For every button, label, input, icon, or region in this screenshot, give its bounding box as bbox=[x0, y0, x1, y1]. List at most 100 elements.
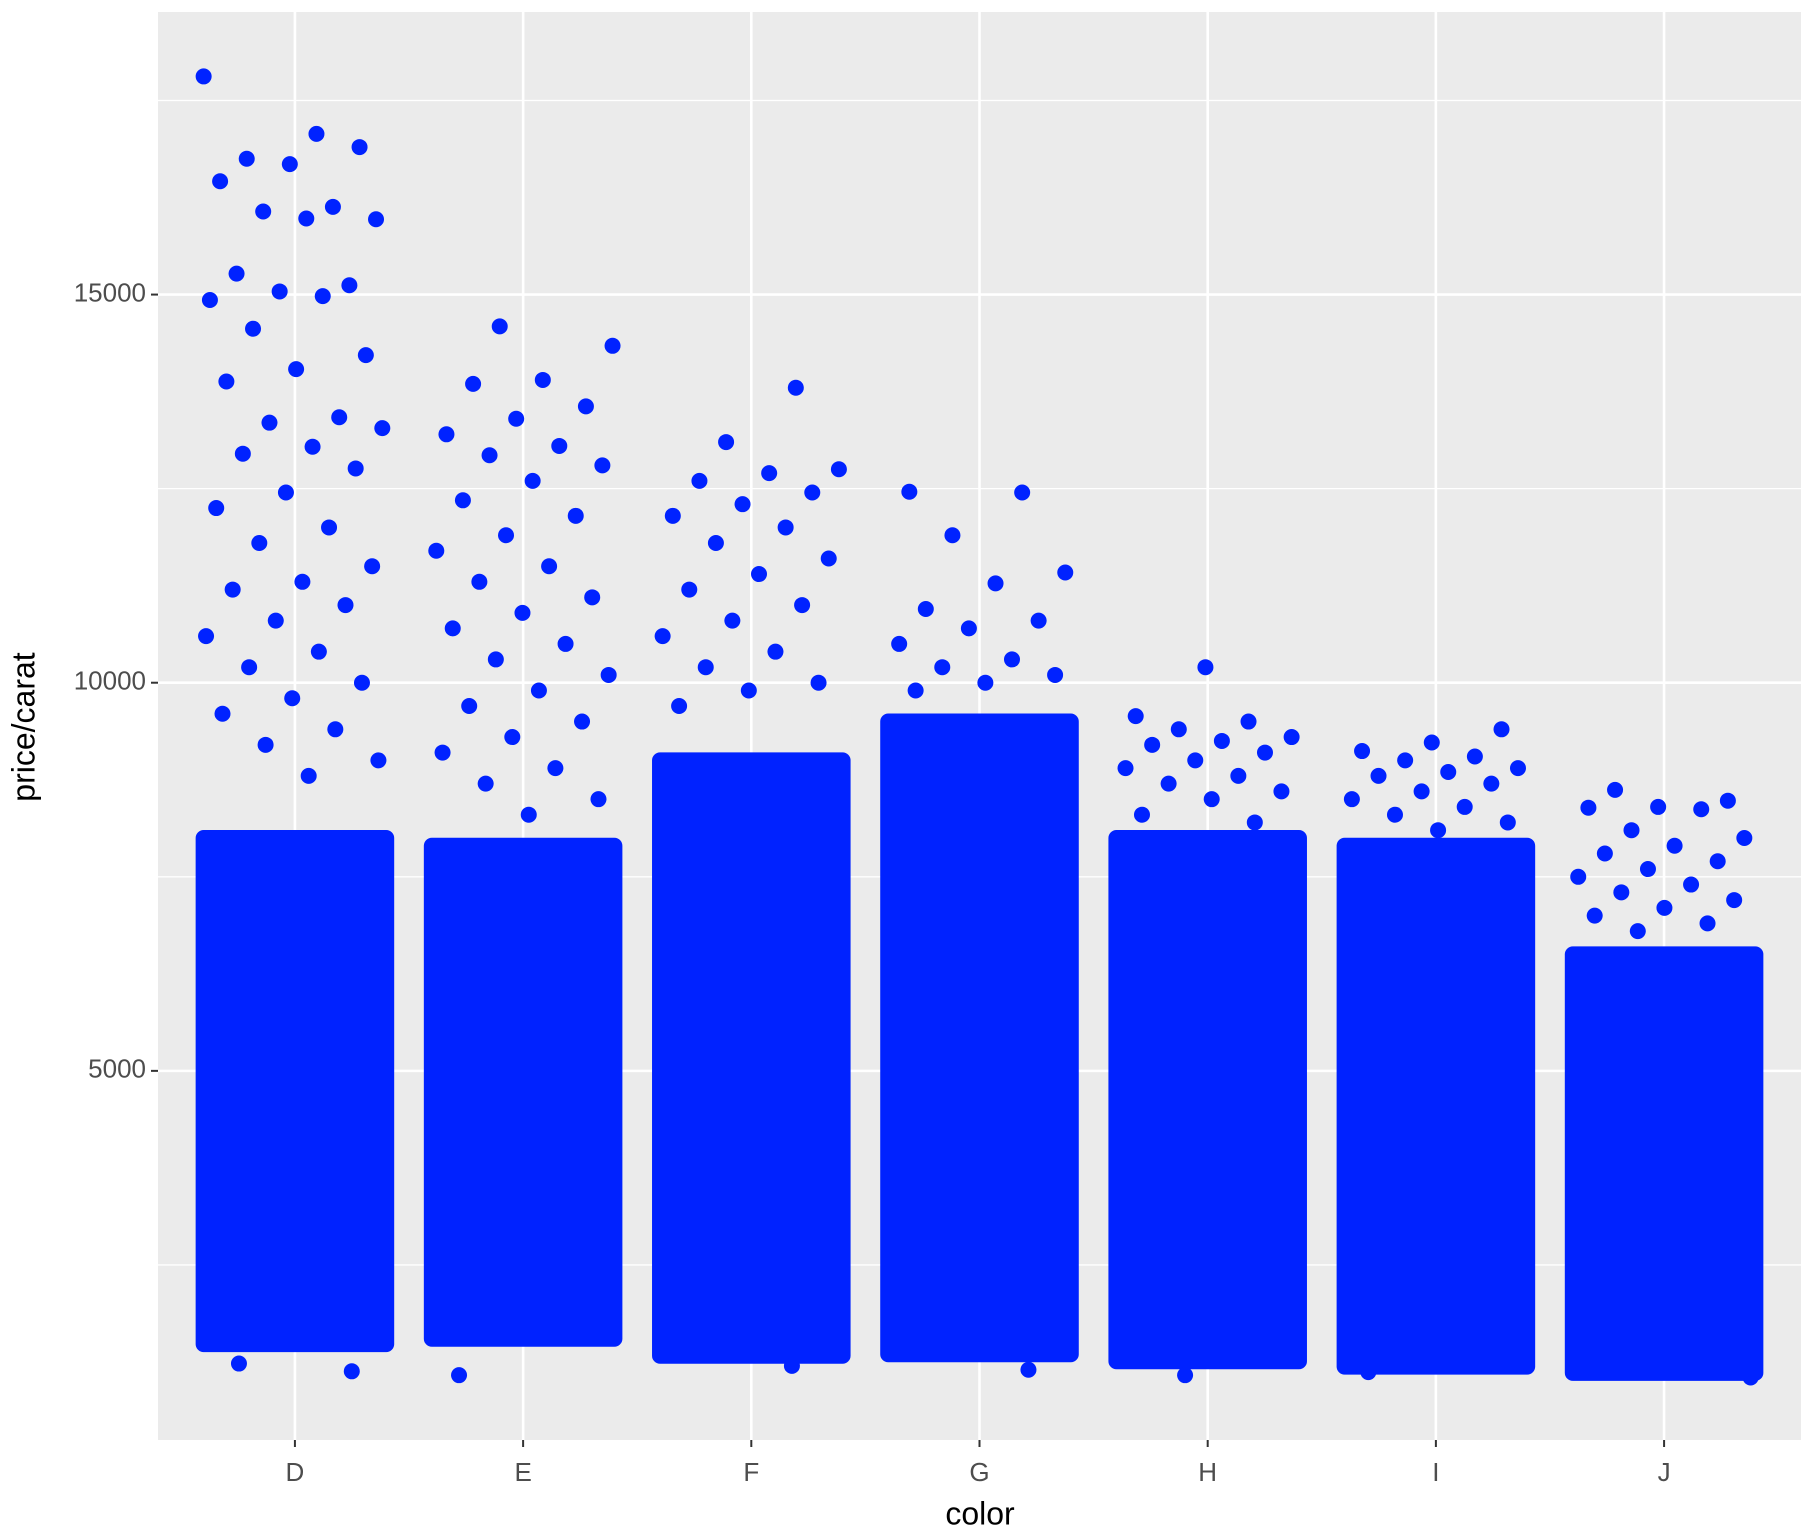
point bbox=[228, 265, 245, 282]
point bbox=[1430, 822, 1447, 839]
point bbox=[1133, 806, 1150, 823]
point bbox=[1177, 1367, 1194, 1384]
point bbox=[514, 604, 531, 621]
point bbox=[891, 635, 908, 652]
point bbox=[374, 420, 391, 437]
x-tick-label: J bbox=[1658, 1457, 1671, 1487]
point bbox=[1699, 915, 1716, 932]
point bbox=[314, 288, 331, 305]
point bbox=[324, 198, 341, 215]
point bbox=[1213, 732, 1230, 749]
dense-points bbox=[1108, 829, 1307, 1370]
point bbox=[590, 791, 607, 808]
point bbox=[547, 760, 564, 777]
point bbox=[1742, 1369, 1759, 1386]
point bbox=[718, 434, 735, 451]
point bbox=[1020, 1361, 1037, 1378]
point bbox=[368, 211, 385, 228]
point bbox=[1709, 853, 1726, 870]
point bbox=[1693, 801, 1710, 818]
point bbox=[761, 465, 778, 482]
point bbox=[820, 550, 837, 567]
point bbox=[1386, 806, 1403, 823]
point bbox=[198, 628, 215, 645]
dense-points bbox=[880, 713, 1079, 1363]
point bbox=[434, 744, 451, 761]
point bbox=[245, 320, 262, 337]
point bbox=[654, 628, 671, 645]
point bbox=[1499, 814, 1516, 831]
point bbox=[1483, 775, 1500, 792]
point bbox=[477, 775, 494, 792]
point bbox=[261, 414, 278, 431]
point bbox=[1509, 760, 1526, 777]
point bbox=[681, 581, 698, 598]
y-tick-label: 10000 bbox=[74, 666, 146, 696]
point bbox=[1283, 729, 1300, 746]
point bbox=[230, 1355, 247, 1372]
point bbox=[487, 651, 504, 668]
point bbox=[491, 318, 508, 335]
point bbox=[577, 398, 594, 415]
point bbox=[697, 659, 714, 676]
point bbox=[337, 597, 354, 614]
y-tick-label: 5000 bbox=[88, 1054, 146, 1084]
point bbox=[567, 507, 584, 524]
dense-points bbox=[423, 837, 623, 1347]
point bbox=[1187, 752, 1204, 769]
point bbox=[1343, 791, 1360, 808]
dense-points bbox=[195, 829, 395, 1353]
y-axis-title: price/carat bbox=[5, 652, 41, 802]
point bbox=[783, 1357, 800, 1374]
point bbox=[1650, 798, 1667, 815]
point bbox=[353, 674, 370, 691]
point bbox=[907, 682, 924, 699]
point bbox=[740, 682, 757, 699]
point bbox=[308, 125, 325, 142]
point bbox=[461, 698, 478, 715]
point bbox=[960, 620, 977, 637]
point bbox=[498, 527, 515, 544]
point bbox=[277, 484, 294, 501]
point bbox=[1030, 612, 1047, 629]
point bbox=[1586, 907, 1603, 924]
point bbox=[520, 806, 537, 823]
point bbox=[331, 409, 348, 426]
point bbox=[917, 600, 934, 617]
point bbox=[1370, 767, 1387, 784]
point bbox=[471, 573, 488, 590]
point bbox=[724, 612, 741, 629]
point bbox=[1456, 798, 1473, 815]
point bbox=[987, 575, 1004, 592]
point bbox=[707, 534, 724, 551]
x-tick-label: D bbox=[286, 1457, 305, 1487]
point bbox=[294, 573, 311, 590]
point bbox=[444, 620, 461, 637]
point bbox=[1656, 899, 1673, 916]
point bbox=[574, 713, 591, 730]
point bbox=[1413, 783, 1430, 800]
y-tick-label: 15000 bbox=[74, 277, 146, 307]
point bbox=[734, 496, 751, 513]
point bbox=[600, 666, 617, 683]
point bbox=[300, 767, 317, 784]
point bbox=[357, 347, 374, 364]
point bbox=[767, 643, 784, 660]
point bbox=[1354, 743, 1371, 760]
point bbox=[810, 674, 827, 691]
point bbox=[504, 729, 521, 746]
dense-points bbox=[652, 752, 851, 1364]
x-tick-label: H bbox=[1198, 1457, 1217, 1487]
point bbox=[1360, 1364, 1377, 1381]
point bbox=[1160, 775, 1177, 792]
point bbox=[347, 460, 364, 477]
point bbox=[1736, 829, 1753, 846]
point bbox=[794, 597, 811, 614]
point bbox=[370, 752, 387, 769]
point bbox=[288, 361, 305, 378]
x-tick-label: I bbox=[1432, 1457, 1439, 1487]
x-tick-label: G bbox=[969, 1457, 989, 1487]
point bbox=[751, 566, 768, 583]
point bbox=[901, 483, 918, 500]
